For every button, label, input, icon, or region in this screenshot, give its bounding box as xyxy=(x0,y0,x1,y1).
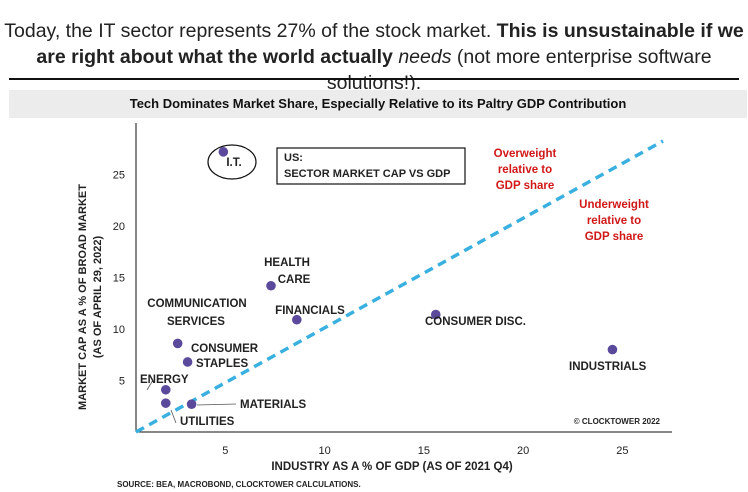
point-i-t xyxy=(218,147,229,157)
x-axis-title: INDUSTRY AS A % OF GDP (AS OF 2021 Q4) xyxy=(271,461,513,473)
parity-dashed-line xyxy=(135,139,664,434)
it-highlight-ellipse xyxy=(207,144,257,180)
underweight-annotation: Underweight relative to GDP share xyxy=(579,199,649,243)
y-tick-label: 25 xyxy=(113,170,125,182)
label-industrials: INDUSTRIALS xyxy=(569,361,647,373)
point-utilities xyxy=(160,398,171,408)
headline: Today, the IT sector represents 27% of t… xyxy=(0,18,748,96)
headline-part1: Today, the IT sector represents 27% of t… xyxy=(4,20,492,42)
headline-emphasis: needs xyxy=(398,46,452,68)
x-tick-label: 5 xyxy=(222,445,228,457)
y-tick-label: 20 xyxy=(113,221,125,233)
headline-part2: This is unsustainable if we are right ab… xyxy=(36,20,744,68)
label-health-care-2: CARE xyxy=(278,274,311,286)
label-energy: ENERGY xyxy=(140,374,189,386)
label-consumer-disc: CONSUMER DISC. xyxy=(425,316,526,328)
point-energy xyxy=(160,384,171,395)
y-tick-label: 5 xyxy=(119,376,125,388)
label-it: I.T. xyxy=(226,157,241,169)
y-axis-title-1: MARKET CAP AS A % OF BROAD MARKET xyxy=(77,184,89,410)
label-materials: MATERIALS xyxy=(240,399,307,411)
x-tick-label: 10 xyxy=(318,445,330,457)
label-communication-1: COMMUNICATION xyxy=(147,298,246,310)
energy-leader-line xyxy=(146,379,154,391)
materials-leader-line xyxy=(196,403,237,406)
x-tick-label: 15 xyxy=(418,445,430,457)
overweight-annotation: Overweight relative to GDP share xyxy=(494,148,557,192)
chart-title: Tech Dominates Market Share, Especially … xyxy=(9,90,747,118)
copyright: © CLOCKTOWER 2022 xyxy=(574,417,661,426)
y-tick-label: 15 xyxy=(113,273,125,285)
legend-line-1: US: xyxy=(284,152,303,164)
headline-part3: (not more enterprise software solutions!… xyxy=(326,46,712,94)
x-tick-label: 20 xyxy=(517,445,529,457)
point-consumer-disc xyxy=(430,309,441,320)
utilities-leader-line xyxy=(170,409,177,424)
point-health-care xyxy=(266,280,276,291)
underweight-line-1: Underweight xyxy=(579,199,649,211)
label-staples-2: STAPLES xyxy=(196,358,249,370)
label-utilities: UTILITIES xyxy=(180,416,235,428)
source-note: SOURCE: BEA, MACROBOND, CLOCKTOWER CALCU… xyxy=(117,480,361,489)
label-communication-2: SERVICES xyxy=(167,316,225,328)
point-communication-services xyxy=(172,338,183,349)
label-staples-1: CONSUMER xyxy=(191,343,259,355)
point-labels: I.T. HEALTH CARE FINANCIALS COMMUNICATIO… xyxy=(140,157,647,428)
y-tick-labels: 5 10 15 20 25 xyxy=(113,170,125,388)
x-tick-labels: 5 10 15 20 25 xyxy=(222,445,628,457)
y-axis-title-2: (AS OF APRIL 29, 2022) xyxy=(92,236,104,359)
overweight-line-2: relative to xyxy=(498,164,552,176)
underweight-line-3: GDP share xyxy=(585,231,644,243)
y-tick-label: 10 xyxy=(113,324,125,336)
label-health-care-1: HEALTH xyxy=(264,257,310,269)
overweight-line-1: Overweight xyxy=(494,148,557,160)
point-financials xyxy=(292,314,302,325)
point-consumer-staples xyxy=(182,357,193,367)
legend-line-2: SECTOR MARKET CAP VS GDP xyxy=(284,168,450,180)
divider-rule xyxy=(9,78,739,80)
overweight-line-3: GDP share xyxy=(496,180,555,192)
label-financials: FINANCIALS xyxy=(275,305,345,317)
point-materials xyxy=(186,399,197,409)
point-industrials xyxy=(607,344,618,355)
x-tick-label: 25 xyxy=(616,445,628,457)
data-points xyxy=(160,147,618,409)
legend-box xyxy=(276,147,466,185)
underweight-line-2: relative to xyxy=(587,215,641,227)
